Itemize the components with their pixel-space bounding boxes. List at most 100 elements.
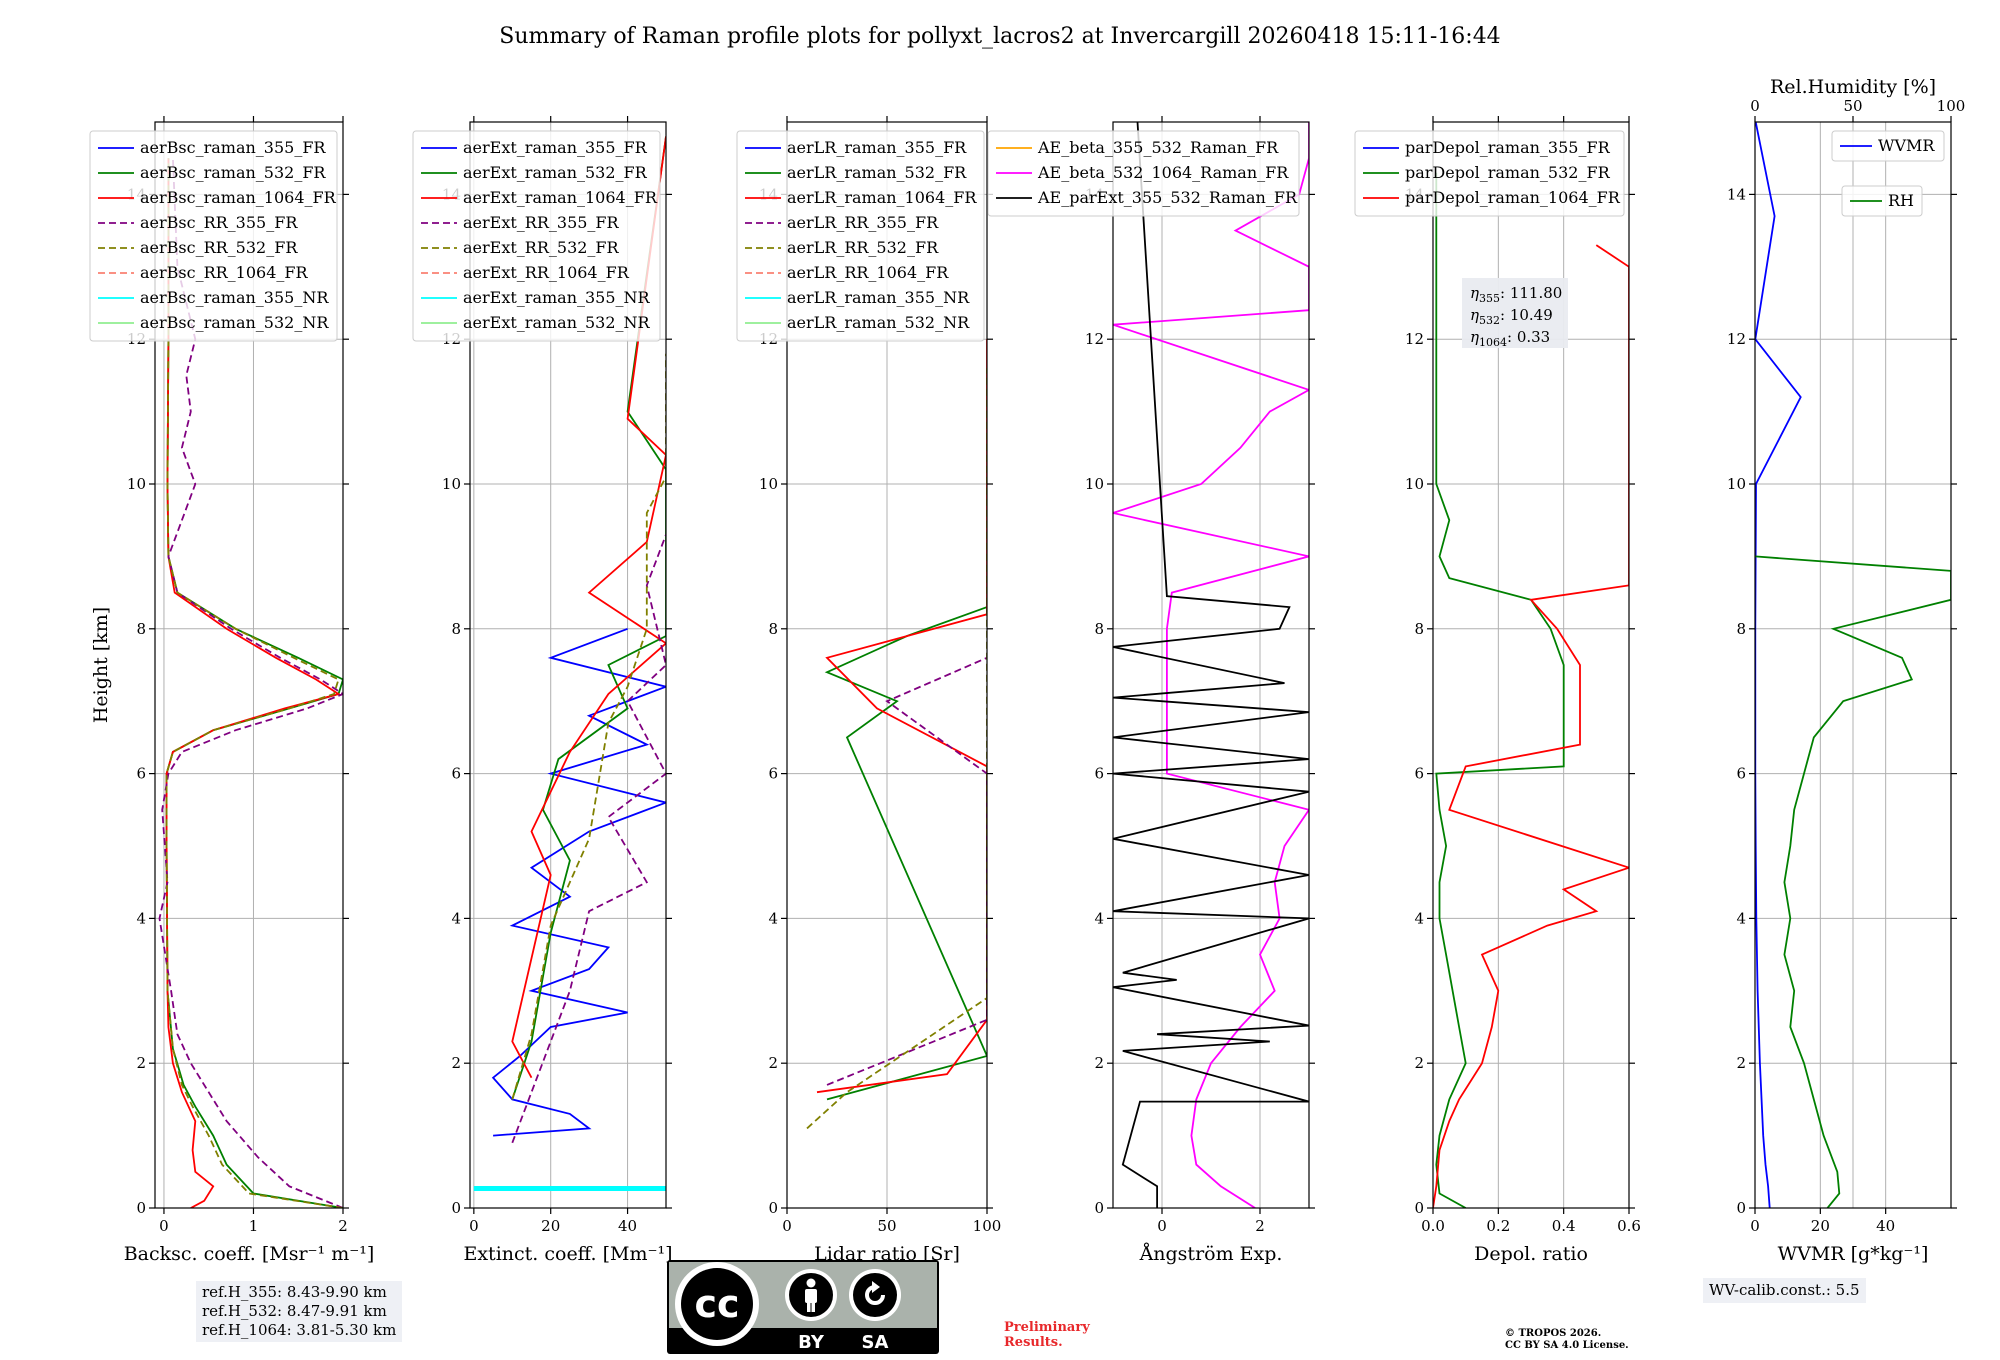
ytick-label: 2	[1736, 1054, 1746, 1072]
ytick-label: 12	[1085, 330, 1104, 348]
copyright-line-2: CC BY SA 4.0 License.	[1505, 1340, 1629, 1351]
legend-label: parDepol_raman_1064_FR	[1405, 188, 1621, 207]
ytick-label: 4	[451, 909, 461, 927]
preliminary-line-2: Results.	[1004, 1335, 1063, 1350]
sa-icon-arc	[865, 1285, 885, 1305]
series-line-WVMR	[1755, 122, 1802, 1208]
ytick-label: 2	[768, 1054, 778, 1072]
legend-label: aerLR_raman_1064_FR	[787, 188, 977, 207]
panel-backscatter: 02468101214012Backsc. coeff. [Msr⁻¹ m⁻¹]…	[89, 116, 374, 1265]
xtick-label: 0	[1750, 1217, 1760, 1235]
legend-label: aerLR_raman_355_NR	[787, 288, 970, 307]
ytick-label: 6	[768, 765, 778, 783]
eta-label: η355: 111.80	[1470, 284, 1562, 305]
series-group	[473, 136, 666, 1191]
legend-label: aerLR_raman_532_FR	[787, 163, 967, 182]
ytick-label: 0	[136, 1199, 146, 1217]
top-tick-label: 50	[1843, 97, 1862, 115]
legend-label: aerBsc_raman_355_NR	[140, 288, 329, 307]
ytick-label: 8	[1094, 620, 1104, 638]
y-axis-label: Height [km]	[90, 607, 112, 723]
ytick-label: 6	[136, 765, 146, 783]
series-group	[158, 158, 343, 1208]
ytick-label: 4	[1094, 909, 1104, 927]
eta-subscript: 532	[1479, 314, 1500, 327]
by-icon-body	[805, 1289, 817, 1303]
eta-label: η1064: 0.33	[1470, 328, 1550, 349]
cc-by-sa-badge: cc BY SA	[667, 1260, 939, 1354]
ytick-label: 8	[768, 620, 778, 638]
wv-calib-text: WV-calib.const.: 5.5	[1709, 1281, 1860, 1299]
xtick-label: 2	[338, 1217, 348, 1235]
xtick-label: 0	[469, 1217, 479, 1235]
ytick-label: 12	[1727, 330, 1746, 348]
xtick-label: 50	[877, 1217, 896, 1235]
series-line-aerLR_RR_355_FR	[826, 656, 987, 1086]
ytick-label: 8	[136, 620, 146, 638]
legend-label: AE_parExt_355_532_Raman_FR	[1037, 188, 1298, 207]
legend-box	[987, 130, 1300, 217]
series-line-aerBsc_RR_355_FR	[158, 158, 343, 1208]
xtick-label: 20	[541, 1217, 560, 1235]
x-axis-label: WVMR [g*kg⁻¹]	[1778, 1243, 1929, 1265]
legend-label: RH	[1888, 191, 1914, 210]
eta-value: : 10.49	[1500, 306, 1553, 324]
ytick-label: 0	[1414, 1199, 1424, 1217]
legend-label: aerBsc_RR_532_FR	[140, 238, 298, 257]
ytick-label: 0	[451, 1199, 461, 1217]
series-line-aerLR_raman_1064_FR	[816, 339, 987, 1094]
ytick-label: 0	[1736, 1199, 1746, 1217]
eta-box	[1462, 278, 1568, 348]
xtick-label: 0	[782, 1217, 792, 1235]
figure-title: Summary of Raman profile plots for polly…	[499, 24, 1500, 49]
by-label: BY	[798, 1332, 825, 1353]
legend-label: aerExt_RR_532_FR	[463, 238, 620, 257]
legend-label: aerBsc_RR_1064_FR	[140, 263, 309, 282]
series-line-aerBsc_raman_1064_FR	[165, 158, 341, 1208]
ytick-label: 10	[1405, 475, 1424, 493]
series-line-RH	[1755, 555, 1951, 1208]
ytick-label: 12	[1405, 330, 1424, 348]
legend-label: aerBsc_raman_532_FR	[140, 163, 326, 182]
ytick-label: 6	[1094, 765, 1104, 783]
series-line-aerExt_raman_1064_FR	[511, 136, 666, 1079]
eta-symbol: η	[1470, 284, 1479, 302]
series-line-AE_beta_532_1064_Raman_FR	[1113, 122, 1309, 1208]
ytick-label: 10	[1085, 475, 1104, 493]
preliminary-note: Preliminary Results.	[1004, 1320, 1090, 1350]
ytick-label: 4	[136, 909, 146, 927]
legend-label: aerLR_RR_1064_FR	[787, 263, 949, 282]
series-group	[1755, 122, 1951, 1208]
xtick-label: 40	[618, 1217, 637, 1235]
by-icon-leg-left	[807, 1302, 811, 1312]
legend-label: WVMR	[1878, 136, 1935, 155]
legend-label: AE_beta_355_532_Raman_FR	[1037, 138, 1279, 157]
series-line-aerExt_RR_355_FR	[511, 534, 666, 1144]
ref-height-1064: ref.H_1064: 3.81-5.30 km	[202, 1321, 397, 1339]
legend-box	[1354, 130, 1625, 217]
legend-box	[736, 130, 985, 342]
xtick-label: 0.2	[1486, 1217, 1510, 1235]
panel-extinction: 0246810121402040Extinct. coeff. [Mm⁻¹]ae…	[412, 116, 673, 1265]
ytick-label: 2	[1414, 1054, 1424, 1072]
ytick-label: 8	[1736, 620, 1746, 638]
legend-label: parDepol_raman_355_FR	[1405, 138, 1611, 157]
xtick-label: 0.4	[1552, 1217, 1576, 1235]
legend-label: aerLR_raman_355_FR	[787, 138, 967, 157]
series-line-AE_parExt_355_532_Raman_FR	[1113, 122, 1309, 1208]
eta-symbol: η	[1470, 306, 1479, 324]
panel-angstrom: 0246810121402Ångström Exp.AE_beta_355_53…	[987, 116, 1315, 1265]
legend-label: aerExt_raman_355_FR	[463, 138, 648, 157]
ytick-label: 8	[1414, 620, 1424, 638]
eta-label: η532: 10.49	[1470, 306, 1553, 327]
ytick-label: 4	[1736, 909, 1746, 927]
series-line-aerBsc_RR_532_FR	[165, 158, 343, 1208]
ytick-label: 10	[127, 475, 146, 493]
xtick-label: 20	[1811, 1217, 1830, 1235]
legend-label: aerLR_RR_355_FR	[787, 213, 939, 232]
eta-value: : 0.33	[1507, 328, 1550, 346]
ytick-label: 0	[1094, 1199, 1104, 1217]
legend-label: aerExt_raman_532_NR	[463, 313, 651, 332]
legend-label: AE_beta_532_1064_Raman_FR	[1037, 163, 1289, 182]
